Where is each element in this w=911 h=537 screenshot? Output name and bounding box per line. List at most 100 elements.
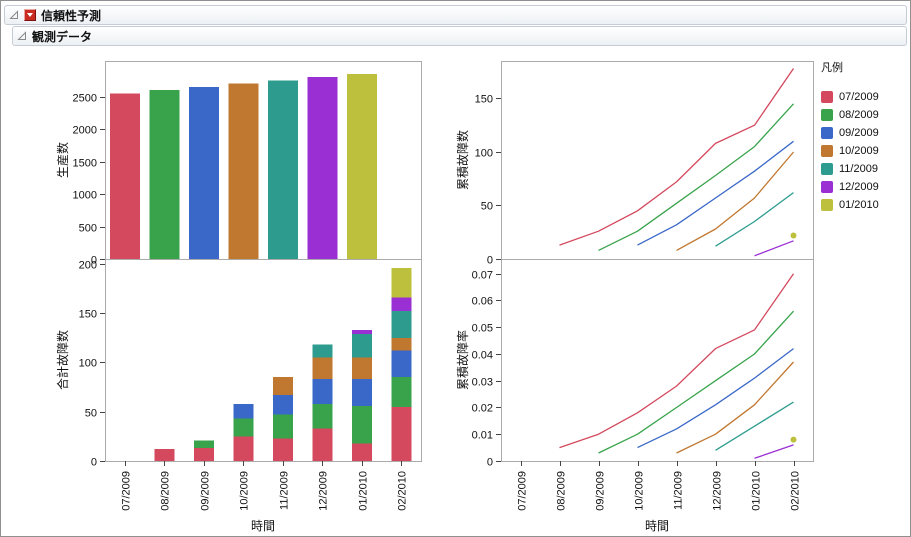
- stack-segment-08/2009[interactable]: [391, 377, 412, 407]
- y-tick-label: 0.05: [472, 323, 493, 335]
- legend-swatch: [821, 163, 833, 175]
- legend-item-12/2009[interactable]: 12/2009: [821, 178, 879, 196]
- y-tick-label: 0: [91, 457, 97, 469]
- legend-item-09/2009[interactable]: 09/2009: [821, 124, 879, 142]
- y-axis-title: 合計故障数: [55, 330, 70, 390]
- line-09/2009[interactable]: [637, 140, 794, 246]
- legend-item-10/2009[interactable]: 10/2009: [821, 142, 879, 160]
- stack-segment-08/2009[interactable]: [233, 418, 254, 437]
- bar-01/2010[interactable]: [346, 73, 377, 259]
- x-tick-label: 09/2009: [595, 471, 607, 511]
- legend: 凡例 07/2009 08/2009 09/2009 10/2009 11/2009 12…: [821, 59, 879, 214]
- plot-frame: [105, 259, 422, 462]
- legend-item-01/2010[interactable]: 01/2010: [821, 196, 879, 214]
- line-12/2009[interactable]: [754, 240, 794, 257]
- y-tick-label: 0: [487, 255, 493, 267]
- legend-item-label: 07/2009: [839, 91, 879, 103]
- legend-item-label: 01/2010: [839, 199, 879, 211]
- y-tick-label: 50: [481, 201, 493, 213]
- legend-swatch: [821, 127, 833, 139]
- y-tick-label: 0: [487, 457, 493, 469]
- stack-segment-07/2009[interactable]: [233, 436, 254, 461]
- stack-segment-12/2009[interactable]: [391, 297, 412, 312]
- line-07/2009[interactable]: [559, 273, 795, 449]
- line-10/2009[interactable]: [676, 361, 794, 454]
- line-11/2009[interactable]: [715, 401, 794, 451]
- y-tick-label: 2000: [73, 125, 97, 137]
- legend-items: 07/2009 08/2009 09/2009 10/2009 11/2009 12/20…: [821, 88, 879, 214]
- line-12/2009[interactable]: [754, 444, 794, 459]
- total-failure-count-stacked-bar-chart: 0 50 100 150 200 07/2009 08/2009 09/2009 10/2009…: [55, 259, 422, 533]
- stack-segment-10/2009[interactable]: [351, 357, 372, 380]
- point-01/2010[interactable]: [790, 436, 797, 443]
- y-axis-title: 生産数: [55, 142, 70, 178]
- stack-segment-10/2009[interactable]: [312, 357, 333, 380]
- x-tick-label: 02/2010: [790, 471, 802, 511]
- x-tick-label: 08/2009: [160, 471, 172, 511]
- bar-10/2009[interactable]: [228, 83, 259, 259]
- stack-segment-09/2009[interactable]: [312, 379, 333, 404]
- line-09/2009[interactable]: [637, 348, 794, 449]
- bar-12/2009[interactable]: [307, 77, 338, 259]
- stack-segment-11/2009[interactable]: [312, 344, 333, 358]
- x-tick-label: 12/2009: [318, 471, 330, 511]
- line-08/2009[interactable]: [598, 103, 794, 251]
- stack-segment-09/2009[interactable]: [351, 379, 372, 406]
- stack-segment-07/2009[interactable]: [193, 448, 214, 461]
- outline-header-reliability-forecast: 信頼性予測: [4, 5, 907, 25]
- stack-segment-10/2009[interactable]: [272, 377, 293, 395]
- bar-07/2009[interactable]: [109, 93, 140, 259]
- y-tick-label: 0: [91, 255, 97, 267]
- stack-segment-07/2009[interactable]: [154, 449, 175, 461]
- x-tick-label: 10/2009: [634, 471, 646, 511]
- line-07/2009[interactable]: [559, 68, 795, 246]
- legend-swatch: [821, 199, 833, 211]
- stack-segment-01/2010[interactable]: [391, 267, 412, 298]
- line-11/2009[interactable]: [715, 192, 794, 247]
- stack-segment-11/2009[interactable]: [391, 311, 412, 338]
- stack-segment-10/2009[interactable]: [391, 337, 412, 351]
- stack-segment-11/2009[interactable]: [351, 333, 372, 358]
- disclosure-triangle-icon[interactable]: [17, 31, 27, 41]
- y-tick-label: 0.03: [472, 377, 493, 389]
- stack-segment-09/2009[interactable]: [391, 350, 412, 378]
- y-tick-label: 100: [475, 148, 493, 160]
- legend-item-08/2009[interactable]: 08/2009: [821, 106, 879, 124]
- y-axis-title: 累積故障数: [455, 130, 470, 190]
- x-axis-title: 時間: [251, 519, 275, 533]
- stack-segment-07/2009[interactable]: [312, 428, 333, 461]
- legend-item-label: 11/2009: [839, 163, 878, 175]
- stack-segment-07/2009[interactable]: [351, 443, 372, 461]
- line-08/2009[interactable]: [598, 310, 794, 454]
- disclosure-triangle-icon[interactable]: [9, 10, 19, 20]
- section-title: 観測データ: [32, 29, 93, 44]
- legend-item-11/2009[interactable]: 11/2009: [821, 160, 879, 178]
- y-tick-label: 150: [79, 309, 97, 321]
- x-tick-label: 07/2009: [517, 471, 529, 511]
- stack-segment-08/2009[interactable]: [312, 403, 333, 429]
- y-tick-label: 0.07: [472, 270, 493, 282]
- stack-segment-07/2009[interactable]: [391, 406, 412, 461]
- y-tick-label: 0.01: [472, 430, 493, 442]
- red-triangle-menu-button[interactable]: [24, 9, 36, 21]
- line-10/2009[interactable]: [676, 151, 794, 251]
- stack-segment-08/2009[interactable]: [351, 405, 372, 444]
- stack-segment-12/2009[interactable]: [351, 329, 372, 334]
- production-count-bar-chart: 0 500 1000 1500 2000 2500 生産数: [55, 61, 422, 267]
- bar-08/2009[interactable]: [149, 90, 180, 260]
- stack-segment-09/2009[interactable]: [272, 394, 293, 415]
- y-axis-title: 累積故障率: [455, 330, 470, 390]
- bar-09/2009[interactable]: [188, 86, 219, 259]
- stack-segment-08/2009[interactable]: [272, 414, 293, 439]
- stack-segment-09/2009[interactable]: [233, 403, 254, 419]
- stack-segment-08/2009[interactable]: [193, 440, 214, 449]
- legend-item-07/2009[interactable]: 07/2009: [821, 88, 879, 106]
- menu-arrow-icon: [27, 13, 33, 17]
- bar-11/2009[interactable]: [267, 80, 298, 260]
- y-tick-label: 200: [79, 260, 97, 272]
- y-tick-label: 0.06: [472, 296, 493, 308]
- stack-segment-07/2009[interactable]: [272, 438, 293, 461]
- y-tick-label: 1000: [73, 190, 97, 202]
- point-01/2010[interactable]: [790, 232, 797, 239]
